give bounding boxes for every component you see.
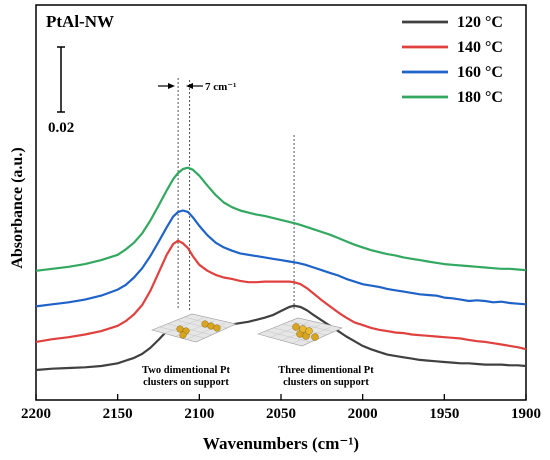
x-tick-label: 2100 xyxy=(184,406,214,422)
x-tick-label: 2050 xyxy=(266,406,296,422)
x-axis-label: Wavenumbers (cm⁻¹) xyxy=(203,434,359,453)
pt-atom xyxy=(292,323,300,331)
cluster-3d-label-line1: Three dimentional Pt xyxy=(278,365,374,376)
cluster-2d-label-line2: clusters on support xyxy=(143,377,229,388)
shift-arrowhead-right xyxy=(186,83,193,89)
pt-atom xyxy=(201,320,209,328)
pt-atom xyxy=(213,324,221,332)
shift-arrowhead-left xyxy=(168,83,175,89)
shift-label: 7 cm⁻¹ xyxy=(205,81,236,93)
y-axis-label: Absorbance (a.u.) xyxy=(9,147,26,268)
x-ticks: 2200 2150 2100 2050 2000 1950 1900 xyxy=(21,394,541,422)
pt-atom xyxy=(305,327,313,335)
pt-atom xyxy=(179,331,187,339)
x-tick-label: 1900 xyxy=(511,406,541,422)
legend-label-3: 160 °C xyxy=(457,64,503,81)
series-line-1 xyxy=(35,304,527,372)
pt-atom xyxy=(176,325,184,333)
pt-atom xyxy=(311,333,319,341)
shift-annotation: 7 cm⁻¹ xyxy=(158,81,236,93)
series-group xyxy=(35,166,527,372)
x-tick-label: 2150 xyxy=(103,406,133,422)
x-tick-label: 1950 xyxy=(429,406,459,422)
cluster-2d-label-line1: Two dimentional Pt xyxy=(142,365,230,376)
reference-lines xyxy=(177,78,295,310)
x-tick-label: 2000 xyxy=(348,406,378,422)
legend-label-4: 180 °C xyxy=(457,89,503,106)
cluster-2d-illustration: Two dimentional Pt clusters on support xyxy=(142,313,237,388)
legend-label-1: 120 °C xyxy=(457,14,503,31)
scale-bar: 0.02 xyxy=(48,46,74,136)
cluster-3d-illustration: Three dimentional Pt clusters on support xyxy=(257,317,374,388)
series-line-4 xyxy=(35,166,527,272)
series-line-3 xyxy=(35,209,527,308)
legend-label-2: 140 °C xyxy=(457,39,503,56)
chart-title: PtAl-NW xyxy=(46,12,114,31)
series-line-2 xyxy=(35,239,527,351)
legend: 120 °C 140 °C 160 °C 180 °C xyxy=(402,14,503,106)
pt-atom xyxy=(207,322,215,330)
x-tick-label: 2200 xyxy=(21,406,51,422)
scale-bar-label: 0.02 xyxy=(48,120,74,136)
cluster-3d-label-line2: clusters on support xyxy=(283,377,369,388)
